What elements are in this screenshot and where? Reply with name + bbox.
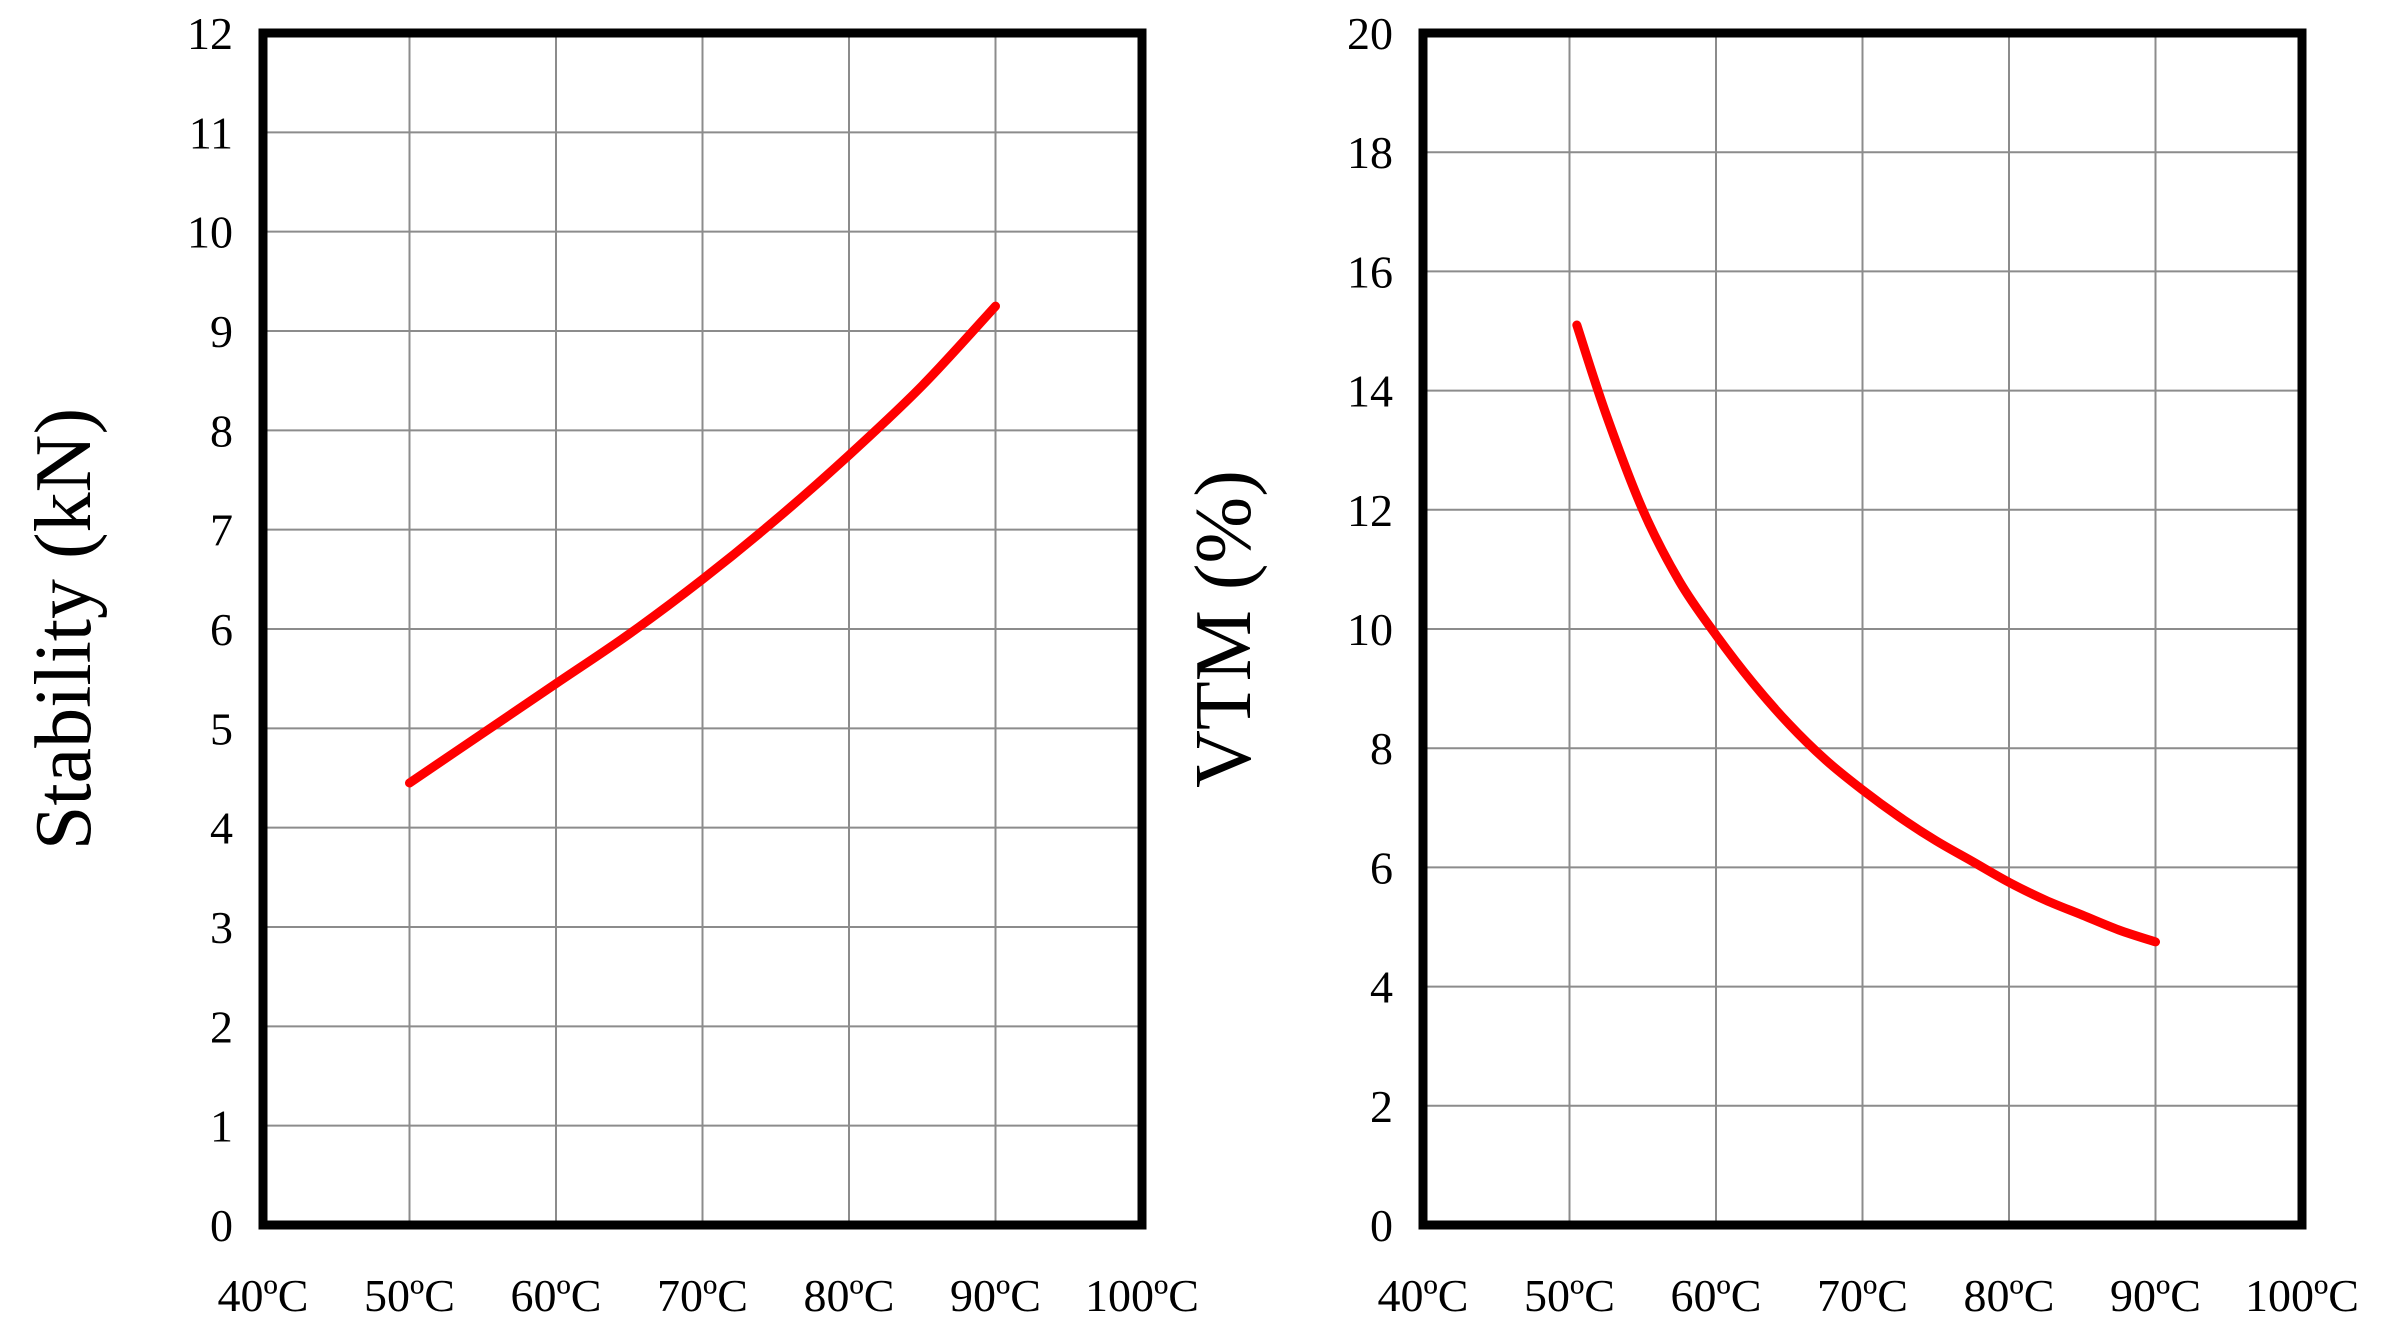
chart-1-y-tick-label: 0 [210, 1200, 233, 1251]
chart-1-x-tick-label: 90ºC [950, 1270, 1041, 1321]
chart-2-x-tick-label: 80ºC [1964, 1270, 2055, 1321]
chart-2-x-tick-label: 70ºC [1817, 1270, 1908, 1321]
chart-1-y-tick-label: 2 [210, 1001, 233, 1052]
chart-2-y-tick-label: 10 [1347, 604, 1393, 655]
chart-2-x-tick-label: 90ºC [2110, 1270, 2201, 1321]
chart-1-y-tick-label: 9 [210, 306, 233, 357]
chart-1-y-tick-label: 8 [210, 405, 233, 456]
chart-2-x-tick-label: 100ºC [2245, 1270, 2359, 1321]
chart-2-y-tick-label: 0 [1370, 1200, 1393, 1251]
chart-1-y-tick-label: 10 [187, 207, 233, 258]
chart-2-y-tick-label: 18 [1347, 127, 1393, 178]
chart-1-x-tick-label: 80ºC [804, 1270, 895, 1321]
chart-2-y-tick-label: 14 [1347, 366, 1393, 417]
chart-1-y-tick-label: 4 [210, 803, 233, 854]
chart-1-y-tick-label: 5 [210, 703, 233, 754]
chart-1-series-line [405, 301, 1000, 788]
chart-1-x-tick-label: 40ºC [218, 1270, 309, 1321]
chart-1-x-tick-label: 70ºC [657, 1270, 748, 1321]
chart-1-x-tick-label: 100ºC [1085, 1270, 1199, 1321]
chart-1-y-tick-label: 12 [187, 8, 233, 59]
chart-2: 0 2 4 6 8 10 12 14 16 18 20 40ºC 50ºC 60ºC 70ºC 80ºC 90º… [1180, 8, 2359, 1321]
chart-1-y-tick-label: 6 [210, 604, 233, 655]
chart-2-y-tick-label: 6 [1370, 842, 1393, 893]
chart-1-y-tick-label: 11 [189, 107, 233, 158]
chart-1-y-tick-label: 1 [210, 1101, 233, 1152]
chart-2-x-tick-label: 60ºC [1671, 1270, 1762, 1321]
chart-2-y-tick-label: 8 [1370, 723, 1393, 774]
chart-2-y-tick-label: 2 [1370, 1081, 1393, 1132]
chart-2-x-tick-label: 50ºC [1524, 1270, 1615, 1321]
chart-2-y-tick-label: 4 [1370, 962, 1393, 1013]
chart-2-y-tick-label: 12 [1347, 485, 1393, 536]
chart-1-x-tick-label: 60ºC [511, 1270, 602, 1321]
chart-1-y-tick-label: 7 [210, 505, 233, 556]
chart-1-plot-frame [258, 28, 1147, 1230]
chart-2-y-tick-label: 16 [1347, 246, 1393, 297]
chart-2-y-axis-title: VTM (%) [1180, 470, 1268, 788]
chart-1-x-tick-label: 50ºC [364, 1270, 455, 1321]
chart-2-y-tick-label: 20 [1347, 8, 1393, 59]
chart-2-series-line [1572, 320, 2160, 947]
chart-1-y-axis-title: Stability (kN) [20, 408, 108, 850]
chart-1-y-tick-label: 3 [210, 902, 233, 953]
chart-2-plot-frame [1418, 28, 2307, 1230]
chart-2-x-tick-label: 40ºC [1378, 1270, 1469, 1321]
